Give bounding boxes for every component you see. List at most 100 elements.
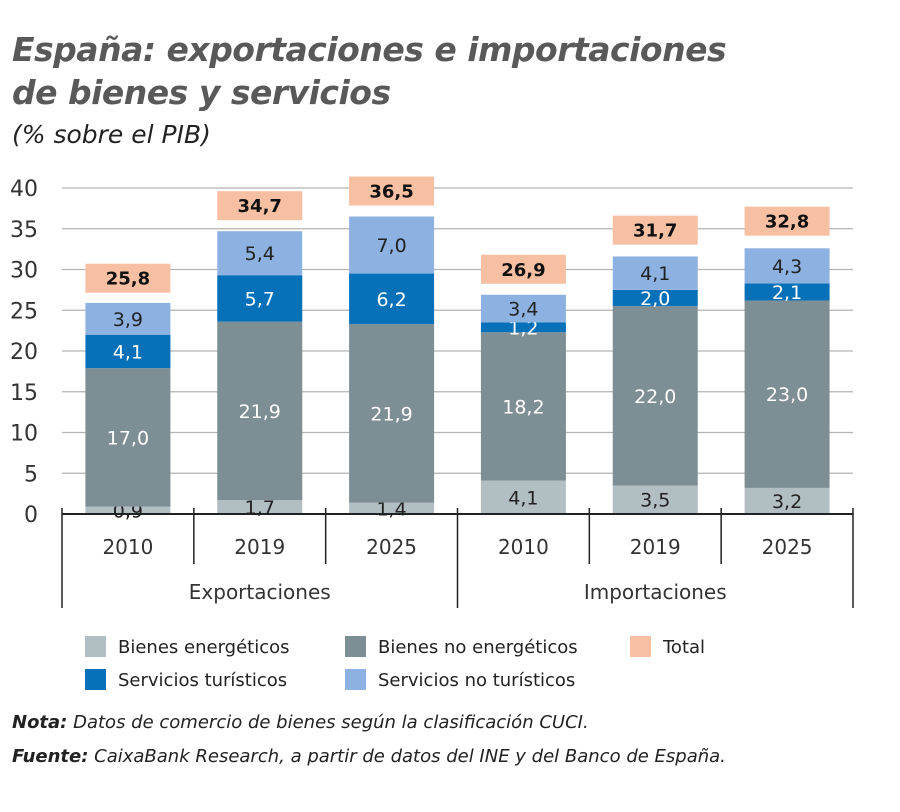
legend-item-turisticos: Servicios turísticos [85,669,287,691]
source-label: Fuente: [12,746,89,767]
total-label: 34,7 [238,196,282,217]
data-label: 21,9 [370,403,412,425]
bar-segment [612,256,698,290]
chart-title: España: exportaciones e importaciones de… [12,30,727,112]
legend-item-energeticos: Bienes energéticos [85,636,290,658]
y-tick-label: 30 [10,259,38,284]
total-label: 36,5 [369,182,413,203]
bar-segment [349,273,435,325]
stacked-bar-chart: 05101520253035400,917,04,13,925,820101,7… [10,176,854,608]
group-label: Exportaciones [189,580,331,604]
data-label: 21,9 [239,401,281,423]
bar-segment [349,216,435,274]
data-label: 5,4 [245,243,275,265]
total-box [480,254,566,284]
y-tick-label: 15 [10,381,38,406]
data-label: 17,0 [107,427,149,449]
bar-segment [612,289,698,307]
data-label: 6,2 [376,289,406,311]
total-label: 31,7 [633,221,677,242]
legend-item-no-energeticos: Bienes no energéticos [345,636,578,658]
bar-segment [744,487,830,514]
data-label: 4,1 [508,487,538,509]
bar-segment [85,506,171,514]
y-tick-label: 40 [10,177,38,202]
data-label: 7,0 [376,235,406,257]
x-tick-label: 2010 [102,535,153,559]
total-box [85,263,171,293]
x-tick-label: 2025 [366,535,417,559]
group-label: Importaciones [584,580,727,604]
bar-segment [349,502,435,514]
x-tick-label: 2025 [762,535,813,559]
bar-segment [217,275,303,322]
bar-segment [217,500,303,514]
legend-swatch [85,636,106,657]
bar-segment [349,324,435,503]
bar-segment [480,322,566,333]
bar-segment [744,300,830,488]
y-tick-label: 20 [10,340,38,365]
legend-label: Total [663,637,706,658]
bar-segment [217,321,303,501]
total-label: 32,8 [765,212,809,233]
bar-segment [85,302,171,335]
data-label: 18,2 [502,396,544,418]
legend-swatch [85,669,106,690]
x-tick-label: 2019 [234,535,285,559]
legend-swatch [345,636,366,657]
data-label: 2,0 [640,288,670,310]
bar-segment [612,485,698,514]
data-label: 1,7 [245,497,275,519]
x-tick-label: 2010 [498,535,549,559]
data-label: 3,5 [640,490,670,512]
bar-segment [744,283,830,301]
data-label: 3,9 [113,309,143,331]
data-label: 4,3 [772,256,802,278]
bar-segment [85,368,171,507]
total-box [349,176,435,206]
legend-item-total: Total [630,636,705,658]
data-label: 5,7 [245,288,275,310]
note-text: Datos de comercio de bienes según la cla… [67,712,589,733]
data-label: 4,1 [113,341,143,363]
y-tick-label: 0 [24,503,38,528]
legend-swatch [630,636,651,657]
total-box [217,191,303,221]
legend-label: Servicios no turísticos [378,670,576,691]
total-box [612,215,698,245]
bar-segment [480,332,566,481]
bar-segment [480,294,566,323]
y-tick-label: 25 [10,299,38,324]
data-label: 2,1 [772,282,802,304]
bar-segment [612,306,698,486]
bar-segment [85,334,171,369]
legend-swatch [345,669,366,690]
y-tick-label: 5 [24,462,38,487]
total-label: 26,9 [501,260,545,281]
note: Nota: Datos de comercio de bienes según … [12,712,589,733]
total-box [744,206,830,236]
legend-label: Bienes energéticos [118,637,290,658]
data-label: 23,0 [766,384,808,406]
data-label: 1,2 [508,317,538,339]
note-label: Nota: [12,712,68,733]
data-label: 4,1 [640,263,670,285]
bar-segment [744,248,830,284]
y-tick-label: 35 [10,218,38,243]
source: Fuente: CaixaBank Research, a partir de … [12,746,726,767]
legend-label: Servicios turísticos [118,670,288,691]
data-label: 22,0 [634,386,676,408]
legend-label: Bienes no energéticos [378,637,578,658]
data-label: 3,4 [508,299,538,321]
chart-subtitle: (% sobre el PIB) [12,120,211,149]
total-label: 25,8 [106,269,150,290]
bar-segment [217,231,303,276]
legend-item-no-turisticos: Servicios no turísticos [345,669,575,691]
bar-segment [480,480,566,514]
source-text: CaixaBank Research, a partir de datos de… [88,746,726,767]
y-tick-label: 10 [10,422,38,447]
x-tick-label: 2019 [630,535,681,559]
data-label: 3,2 [772,491,802,513]
